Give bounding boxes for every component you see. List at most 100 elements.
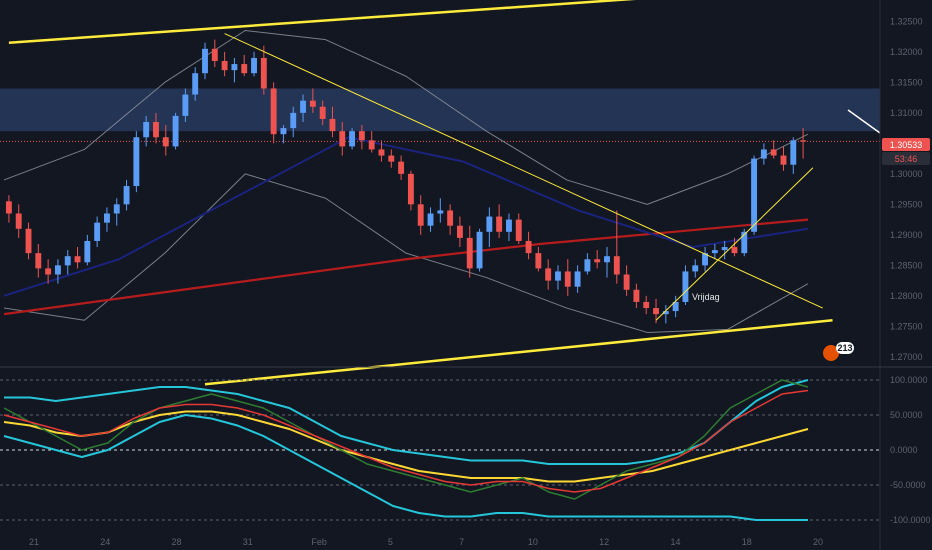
candle-body	[368, 140, 375, 150]
candle-body	[555, 271, 561, 281]
candle-body	[417, 204, 424, 226]
candle-body	[329, 118, 336, 132]
candle-body	[692, 265, 699, 272]
candle-body	[427, 213, 434, 226]
candle-body	[780, 155, 787, 165]
candle-body	[153, 122, 159, 138]
date-tick-label: 31	[243, 537, 253, 547]
date-tick-label: 21	[29, 537, 39, 547]
moving-average-mid	[3, 136, 809, 297]
candle-body	[280, 128, 287, 135]
candle-body	[437, 210, 444, 214]
trendline	[655, 167, 814, 321]
candle-body	[94, 222, 101, 241]
candle-body	[378, 149, 385, 156]
candle-body	[172, 115, 179, 147]
date-tick-label: 18	[742, 537, 752, 547]
price-tick-label: 1.30000	[890, 169, 923, 179]
candle-body	[702, 253, 708, 266]
candle-body	[74, 256, 81, 263]
candle-body	[604, 256, 610, 263]
candle-body	[221, 61, 228, 71]
oscillator-tick-label: -100.0000	[890, 515, 931, 525]
candle-body	[633, 289, 640, 302]
candle-body	[251, 57, 257, 74]
last-price-badge: 1.30533	[882, 138, 930, 151]
oscillator-signal-line	[3, 389, 809, 493]
moving-average-layer	[3, 136, 809, 316]
candle-body	[45, 268, 52, 275]
candle-body	[584, 259, 591, 272]
trendline	[204, 319, 833, 386]
candle-body	[535, 253, 542, 269]
oscillator-tick-label: 0.0000	[890, 445, 918, 455]
date-tick-label: 20	[813, 537, 823, 547]
candle-body	[760, 149, 767, 159]
candle-body	[270, 88, 277, 135]
price-tick-label: 1.29000	[890, 230, 923, 240]
candle-body	[466, 237, 473, 269]
price-tick-label: 1.28500	[890, 260, 923, 270]
date-tick-label: 12	[599, 537, 609, 547]
candles-layer[interactable]	[5, 39, 807, 324]
candle-body	[564, 271, 571, 287]
candle-body	[623, 274, 630, 290]
candle-body	[202, 48, 208, 74]
candle-body	[5, 201, 12, 214]
candle-body	[290, 112, 297, 129]
candle-body	[653, 308, 659, 315]
candle-body	[486, 216, 493, 232]
candle-body	[25, 228, 32, 254]
candle-body	[182, 94, 189, 116]
oscillator-layer	[0, 379, 880, 521]
bollinger-lower	[3, 173, 809, 333]
candle-body	[260, 57, 267, 89]
price-tick-label: 1.27000	[890, 352, 923, 362]
annotation-vrijdag: Vrijdag	[692, 292, 720, 302]
date-tick-label: 10	[528, 537, 538, 547]
candle-body	[54, 265, 61, 275]
candle-body	[721, 247, 728, 251]
candle-body	[398, 161, 405, 174]
price-tick-label: 1.32000	[890, 47, 923, 57]
candle-body	[506, 219, 512, 232]
candle-body	[211, 48, 218, 61]
event-badge[interactable]: 213	[823, 342, 854, 361]
candle-body	[319, 106, 326, 119]
candle-body	[339, 131, 346, 147]
candle-body	[770, 149, 777, 156]
last-price-label: 1.30533	[890, 140, 923, 150]
candle-body	[358, 131, 365, 141]
flag-icon	[823, 345, 839, 361]
price-tick-label: 1.31500	[890, 77, 923, 87]
candle-body	[574, 271, 581, 287]
bands-layer	[3, 30, 809, 333]
price-tick-label: 1.29500	[890, 199, 923, 209]
candle-body	[309, 100, 316, 107]
candle-body	[545, 268, 552, 281]
oscillator-lower-band	[3, 414, 808, 521]
candle-body	[64, 256, 71, 266]
candle-body	[231, 64, 238, 71]
candle-body	[731, 247, 738, 254]
price-tick-label: 1.32500	[890, 16, 923, 26]
candle-body	[800, 140, 807, 142]
candle-body	[662, 311, 669, 315]
candle-body	[104, 213, 110, 223]
candle-body	[447, 210, 454, 226]
candle-body	[515, 219, 522, 241]
candle-body	[407, 173, 414, 205]
date-tick-label: 5	[388, 537, 393, 547]
candle-body	[790, 140, 797, 165]
candle-body	[476, 231, 483, 269]
trendline-layer[interactable]	[8, 0, 881, 386]
candle-body	[496, 216, 503, 232]
countdown-label: 53:46	[895, 154, 918, 164]
candle-body	[672, 301, 679, 312]
candle-body	[682, 271, 689, 302]
candle-body	[133, 137, 140, 187]
candle-body	[741, 231, 748, 254]
candle-body	[711, 250, 718, 254]
